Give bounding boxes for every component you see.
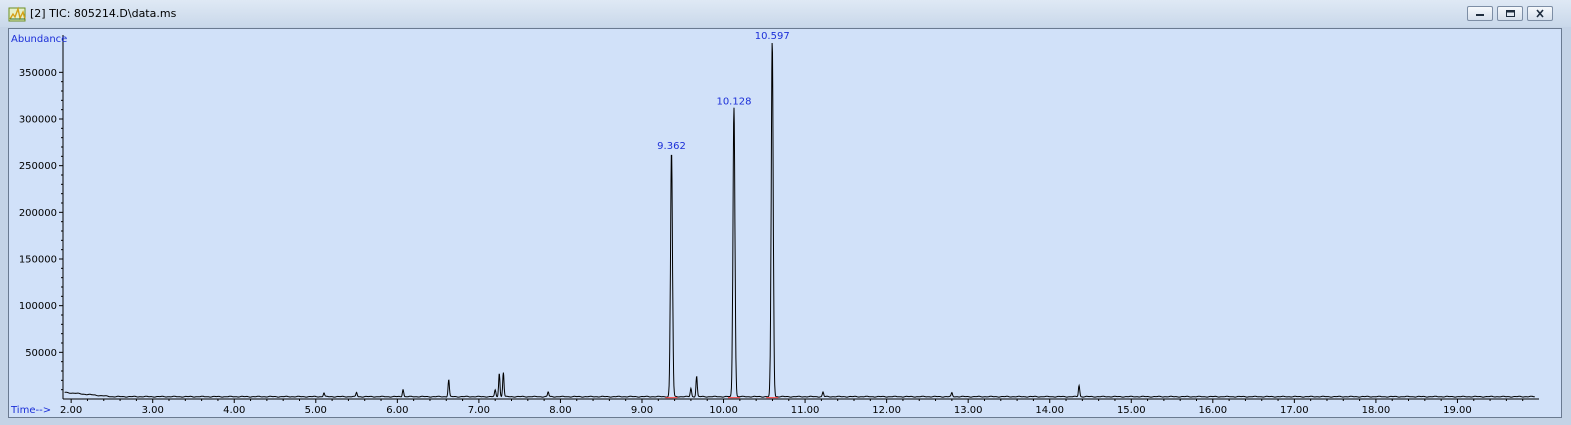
y-tick-label: 200000 (19, 208, 57, 219)
x-tick-label: 18.00 (1362, 405, 1391, 416)
y-tick-label: 50000 (25, 348, 57, 359)
window-border (1562, 28, 1571, 425)
y-tick-label: 100000 (19, 301, 57, 312)
x-tick-label: 11.00 (791, 405, 820, 416)
x-tick-label: 15.00 (1117, 405, 1146, 416)
x-tick-label: 6.00 (386, 405, 408, 416)
x-tick-label: 14.00 (1035, 405, 1064, 416)
tic-trace (64, 42, 1535, 398)
x-axis-label: Time--> (10, 405, 51, 416)
chromatogram-app-icon (8, 6, 26, 22)
y-axis-label: Abundance (11, 34, 67, 45)
window-title: [2] TIC: 805214.D\data.ms (30, 7, 177, 20)
close-icon (1536, 9, 1544, 18)
x-tick-label: 2.00 (60, 405, 82, 416)
chromatogram-plot-area[interactable]: 50000 100000 150000 200000 250000 300000 35000… (8, 28, 1562, 418)
minimize-button[interactable] (1467, 6, 1493, 21)
peak-label: 10.128 (716, 96, 751, 107)
x-tick-label: 5.00 (305, 405, 327, 416)
label-layer: 9.362 10.128 10.597 (657, 31, 790, 152)
y-tick-label: 150000 (19, 255, 57, 266)
restore-icon (1506, 10, 1515, 17)
minimize-icon (1476, 14, 1484, 16)
close-button[interactable] (1527, 6, 1553, 21)
x-tick-label: 16.00 (1198, 405, 1227, 416)
y-tick-label: 350000 (19, 68, 57, 79)
x-tick-label: 10.00 (709, 405, 738, 416)
x-tick-label: 7.00 (468, 405, 490, 416)
x-tick-label: 8.00 (549, 405, 571, 416)
axes: 50000 100000 150000 200000 250000 300000 35000… (10, 34, 1539, 416)
x-tick-label: 19.00 (1443, 405, 1472, 416)
peak-label: 9.362 (657, 141, 686, 152)
trace-layer (64, 42, 1535, 399)
title-bar[interactable]: [2] TIC: 805214.D\data.ms (0, 0, 1571, 27)
tic-chromatogram-chart[interactable]: 50000 100000 150000 200000 250000 300000 35000… (9, 29, 1561, 417)
y-tick-label: 250000 (19, 161, 57, 172)
x-tick-label: 3.00 (142, 405, 164, 416)
x-tick-label: 13.00 (954, 405, 983, 416)
peak-label: 10.597 (755, 31, 790, 42)
x-tick-label: 12.00 (872, 405, 901, 416)
x-tick-label: 9.00 (631, 405, 653, 416)
y-tick-label: 300000 (19, 115, 57, 126)
x-tick-label: 17.00 (1280, 405, 1309, 416)
x-tick-label: 4.00 (223, 405, 245, 416)
maximize-button[interactable] (1497, 6, 1523, 21)
